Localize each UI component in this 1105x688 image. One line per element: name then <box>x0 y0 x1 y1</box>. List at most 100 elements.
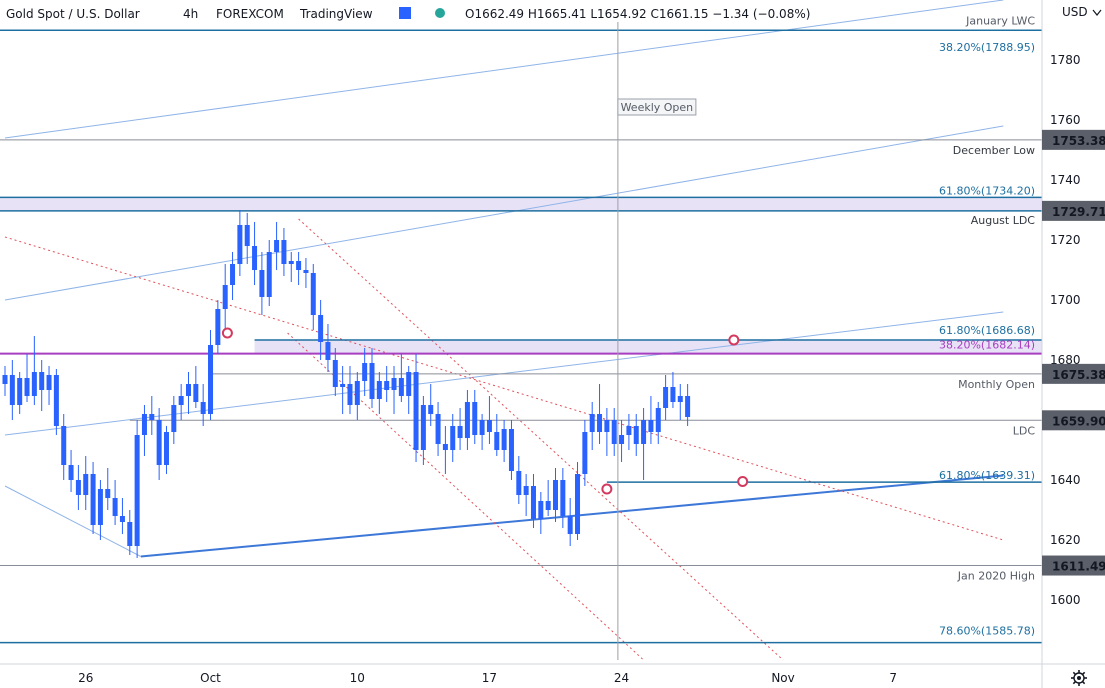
candle-body-59 <box>435 414 441 444</box>
candle-body-23 <box>171 405 177 432</box>
candle-body-83 <box>611 420 617 444</box>
candle-body-20 <box>149 414 155 420</box>
candle-body-64 <box>472 402 478 435</box>
marker-1 <box>728 334 740 346</box>
x-tick-4: 24 <box>614 671 629 685</box>
candle-body-49 <box>362 363 368 381</box>
level-label-8: LDC <box>1013 424 1036 437</box>
level-label-5: 61.80%(1686.68) <box>939 324 1035 337</box>
candle-body-34 <box>252 246 258 270</box>
x-tick-6: 7 <box>889 671 897 685</box>
candle-body-88 <box>648 420 654 432</box>
candle-body-50 <box>369 363 375 399</box>
candle-body-11 <box>83 474 89 495</box>
candle-body-17 <box>127 522 133 546</box>
candle-body-5 <box>39 372 45 390</box>
trendline-1 <box>4 0 1004 139</box>
gear-icon-hub <box>1077 676 1081 680</box>
level-label-0: January LWC <box>965 14 1035 27</box>
gear-icon-tooth-5 <box>1072 671 1077 676</box>
candle-body-14 <box>105 489 111 498</box>
candle-body-8 <box>61 426 67 465</box>
candle-body-1 <box>9 375 15 405</box>
x-tick-3: 17 <box>482 671 497 685</box>
price-tag-0: 1753.38 <box>1052 134 1105 148</box>
candle-body-91 <box>670 387 676 402</box>
candle-body-66 <box>486 420 492 432</box>
candle-body-87 <box>641 420 647 444</box>
trendline-2 <box>4 125 1004 301</box>
candle-body-69 <box>508 429 514 471</box>
candle-body-48 <box>354 381 360 405</box>
candle-body-74 <box>545 501 551 510</box>
x-tick-5: Nov <box>771 671 794 685</box>
price-tag-bg-2 <box>1042 363 1105 384</box>
candle-body-0 <box>2 375 8 384</box>
candle-body-62 <box>457 426 463 438</box>
levels-layer: January LWC 38.20%(1788.95) December Low 61… <box>0 14 1042 644</box>
candle-body-31 <box>230 264 236 285</box>
currency-chevron-icon <box>1092 9 1102 16</box>
candle-body-65 <box>479 420 485 435</box>
candle-body-35 <box>259 270 265 297</box>
candle-body-63 <box>464 402 470 438</box>
level-label-2: December Low <box>953 144 1035 157</box>
marker-0 <box>221 327 233 339</box>
gear-icon-tooth-1 <box>1081 680 1086 685</box>
candle-body-29 <box>215 309 221 345</box>
candle-body-79 <box>582 432 588 474</box>
markers-layer <box>221 327 749 495</box>
level-label-10: Jan 2020 High <box>957 570 1035 583</box>
candle-body-10 <box>75 480 81 495</box>
trendline-4 <box>4 485 142 557</box>
candle-body-38 <box>281 240 287 264</box>
brand-label: TradingView <box>299 7 373 21</box>
candle-body-56 <box>413 372 419 450</box>
level-label-3: 61.80%(1734.20) <box>939 184 1035 197</box>
interval-label[interactable]: 4h <box>183 7 198 21</box>
candle-body-70 <box>516 471 522 495</box>
status-dot-icon <box>435 8 445 18</box>
candle-body-4 <box>31 372 37 396</box>
candle-body-58 <box>428 405 434 414</box>
candle-body-42 <box>310 273 316 315</box>
candle-body-9 <box>68 465 74 480</box>
y-tick-0: 1600 <box>1050 593 1081 607</box>
candle-body-89 <box>655 408 661 432</box>
zone-1 <box>254 339 1042 354</box>
weekly-open-label: Weekly Open <box>621 101 694 114</box>
candle-body-68 <box>501 429 507 450</box>
price-tag-bg-4 <box>1042 555 1105 576</box>
candle-body-55 <box>406 372 412 396</box>
candle-body-46 <box>340 384 346 387</box>
y-tick-1: 1620 <box>1050 533 1081 547</box>
currency-label: USD <box>1062 5 1088 19</box>
candle-body-6 <box>46 375 52 390</box>
level-label-11: 78.60%(1585.78) <box>939 625 1035 638</box>
price-tag-bg-1 <box>1042 200 1105 221</box>
trendline-5 <box>4 236 1004 541</box>
y-tick-5: 1700 <box>1050 293 1081 307</box>
price-tag-4: 1611.49 <box>1052 560 1105 574</box>
candle-body-27 <box>200 402 206 414</box>
price-tag-2: 1675.38 <box>1052 368 1105 382</box>
candle-body-3 <box>24 378 30 396</box>
candle-body-78 <box>575 474 581 534</box>
candle-body-82 <box>604 420 610 432</box>
candle-body-45 <box>332 360 338 387</box>
candle-body-7 <box>53 375 59 426</box>
candle-body-72 <box>530 486 536 519</box>
y-tick-9: 1780 <box>1050 53 1081 67</box>
price-tag-1: 1729.71 <box>1052 205 1105 219</box>
flag-icon[interactable] <box>399 7 411 19</box>
trendline-6 <box>298 218 784 661</box>
candle-body-12 <box>90 474 96 525</box>
candle-body-77 <box>567 516 573 534</box>
candle-body-37 <box>274 240 280 252</box>
candle-body-71 <box>523 486 529 495</box>
candle-body-67 <box>494 432 500 450</box>
level-label-4: August LDC <box>971 214 1036 227</box>
symbol-title[interactable]: Gold Spot / U.S. Dollar <box>6 7 140 21</box>
